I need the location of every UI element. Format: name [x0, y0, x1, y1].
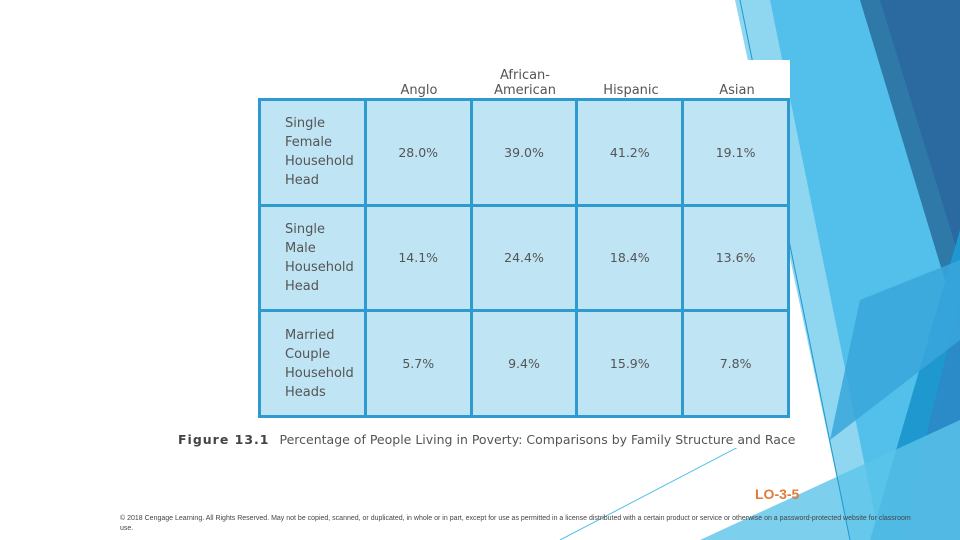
table-cell: 13.6%	[684, 206, 787, 310]
table-cell: 18.4%	[578, 206, 682, 310]
table-cell: 14.1%	[366, 206, 470, 310]
poverty-table: Single Female Household Head 28.0% 39.0%…	[258, 98, 790, 418]
poverty-figure: Anglo African- American Hispanic Asian S…	[170, 60, 795, 448]
figure-caption-text: Percentage of People Living in Poverty: …	[279, 432, 796, 447]
table-cell: 7.8%	[684, 312, 787, 415]
learning-objective-label: LO-3-5	[755, 486, 800, 502]
figure-caption-label: Figure 13.1	[178, 432, 270, 447]
table-cell: 24.4%	[472, 206, 576, 310]
table-cell: 19.1%	[684, 101, 787, 204]
table-cell: 41.2%	[578, 101, 682, 204]
figure-caption: Figure 13.1 Percentage of People Living i…	[178, 432, 795, 447]
row-label-single-female: Single Female Household Head	[261, 101, 364, 204]
copyright-notice: © 2018 Cengage Learning. All Rights Rese…	[120, 515, 911, 532]
row-label-single-male: Single Male Household Head	[261, 206, 364, 310]
row-label-married-couple: Married Couple Household Heads	[261, 312, 364, 415]
col-header-african-american: African- American	[494, 68, 556, 98]
table-cell: 9.4%	[472, 312, 576, 415]
col-header-asian: Asian	[719, 83, 755, 98]
col-header-anglo: Anglo	[400, 83, 438, 98]
table-cell: 15.9%	[578, 312, 682, 415]
table-cell: 39.0%	[472, 101, 576, 204]
col-header-hispanic: Hispanic	[603, 83, 659, 98]
table-cell: 28.0%	[366, 101, 470, 204]
table-cell: 5.7%	[366, 312, 470, 415]
